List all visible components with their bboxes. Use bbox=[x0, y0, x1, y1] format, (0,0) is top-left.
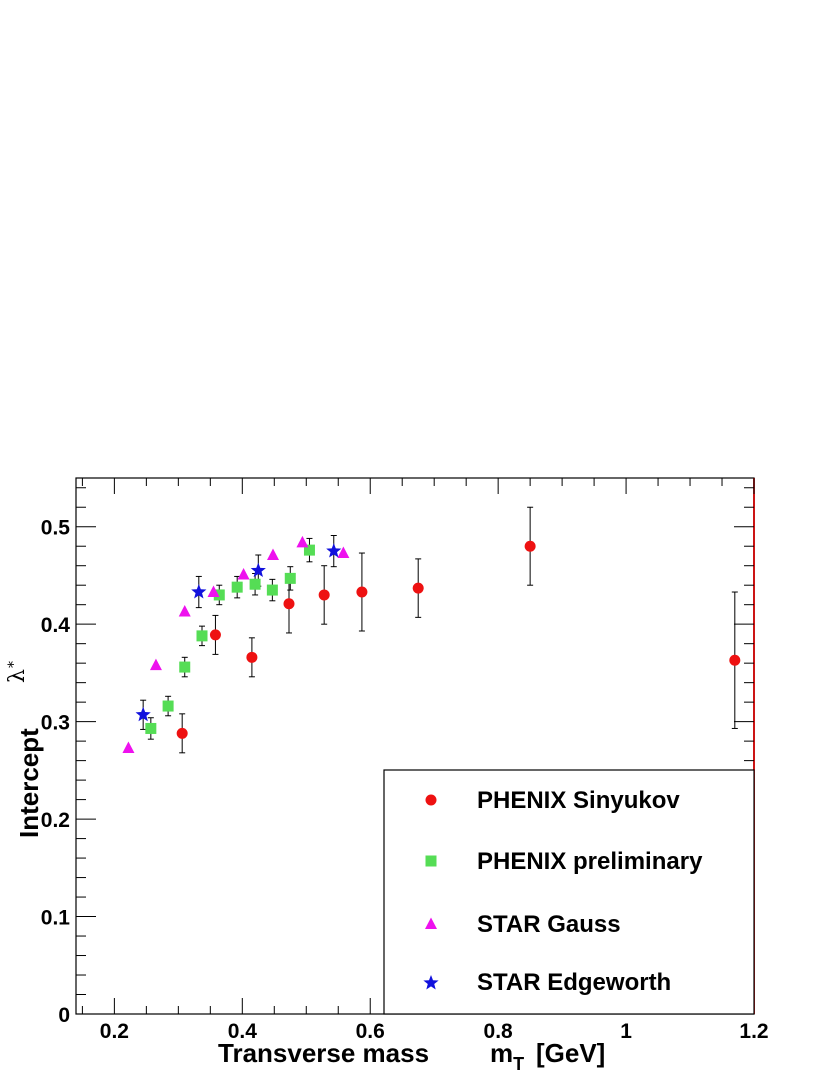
error-bars bbox=[140, 506, 738, 754]
x-axis-symbol: mT bbox=[490, 1038, 524, 1074]
y-tick-label: 0 bbox=[58, 1004, 70, 1027]
point-phenix-preliminary bbox=[179, 661, 191, 673]
point-phenix-preliminary bbox=[231, 581, 243, 593]
point-phenix-preliminary bbox=[249, 578, 261, 590]
point-phenix-sinyukov bbox=[318, 589, 330, 601]
legend: PHENIX Sinyukov PHENIX preliminary STAR … bbox=[383, 769, 755, 1015]
x-tick-label: 0.2 bbox=[100, 1020, 129, 1043]
point-phenix-sinyukov bbox=[729, 654, 741, 666]
point-phenix-sinyukov bbox=[209, 629, 221, 641]
x-tick-label: 0.8 bbox=[484, 1020, 514, 1043]
legend-marker-star-edgeworth bbox=[423, 975, 439, 990]
y-tick-label: 0.2 bbox=[41, 809, 70, 832]
point-phenix-preliminary bbox=[145, 722, 157, 734]
legend-label-star-gauss: STAR Gauss bbox=[477, 911, 621, 938]
point-star-gauss bbox=[296, 535, 309, 548]
point-star-edgeworth bbox=[135, 706, 151, 722]
point-star-gauss bbox=[267, 548, 280, 560]
point-phenix-sinyukov bbox=[283, 598, 295, 610]
x-tick-label: 1 bbox=[620, 1020, 632, 1043]
point-star-edgeworth bbox=[191, 584, 207, 599]
legend-label-star-edgeworth: STAR Edgeworth bbox=[477, 969, 671, 996]
legend-markers bbox=[423, 794, 439, 990]
point-phenix-sinyukov bbox=[524, 540, 536, 552]
point-phenix-sinyukov bbox=[176, 727, 188, 739]
y-axis-symbol: λ* bbox=[5, 661, 30, 683]
point-star-gauss bbox=[122, 741, 135, 753]
x-tick-label: 0.4 bbox=[228, 1020, 258, 1043]
x-axis-symbol-m: m bbox=[490, 1038, 513, 1068]
point-phenix-sinyukov bbox=[246, 651, 258, 663]
point-star-edgeworth bbox=[326, 543, 342, 558]
point-phenix-preliminary bbox=[303, 544, 315, 556]
y-tick-label: 0.1 bbox=[41, 907, 71, 930]
x-tick-label: 0.6 bbox=[356, 1020, 385, 1043]
y-tick-label: 0.3 bbox=[41, 712, 70, 735]
x-tick-labels: 0.2 0.4 0.6 0.8 1 1.2 bbox=[100, 1020, 769, 1043]
point-star-gauss bbox=[149, 658, 162, 671]
x-axis-unit: [GeV] bbox=[536, 1038, 605, 1068]
point-phenix-preliminary bbox=[162, 700, 174, 712]
data-markers bbox=[122, 535, 741, 753]
y-axis-symbol-lambda: λ bbox=[5, 669, 30, 683]
y-tick-label: 0.5 bbox=[41, 517, 71, 540]
legend-label-phenix-preliminary: PHENIX preliminary bbox=[477, 848, 703, 875]
point-phenix-preliminary bbox=[196, 630, 208, 642]
point-star-gauss bbox=[178, 605, 191, 617]
point-star-gauss bbox=[237, 567, 250, 580]
point-phenix-sinyukov bbox=[412, 582, 424, 594]
legend-label-phenix-sinyukov: PHENIX Sinyukov bbox=[477, 787, 680, 814]
y-axis-symbol-sub: * bbox=[6, 661, 22, 668]
legend-marker-phenix-sinyukov bbox=[425, 794, 437, 806]
point-star-gauss bbox=[207, 585, 220, 598]
x-axis-symbol-sub: T bbox=[513, 1054, 524, 1074]
x-axis-title: Transverse mass bbox=[218, 1038, 429, 1068]
y-axis-title: Intercept bbox=[14, 728, 44, 838]
point-phenix-preliminary bbox=[266, 584, 278, 596]
y-tick-label: 0.4 bbox=[41, 614, 71, 637]
x-tick-label: 1.2 bbox=[739, 1020, 768, 1043]
point-phenix-sinyukov bbox=[356, 586, 368, 598]
y-tick-labels: 0 0.1 0.2 0.3 0.4 0.5 bbox=[41, 517, 71, 1027]
point-star-gauss bbox=[337, 546, 350, 559]
legend-marker-star-gauss bbox=[425, 917, 437, 929]
legend-box bbox=[383, 769, 755, 1015]
point-phenix-preliminary bbox=[213, 589, 225, 601]
point-star-edgeworth bbox=[250, 562, 266, 578]
point-phenix-preliminary bbox=[284, 572, 296, 584]
legend-marker-phenix-preliminary bbox=[425, 855, 437, 867]
